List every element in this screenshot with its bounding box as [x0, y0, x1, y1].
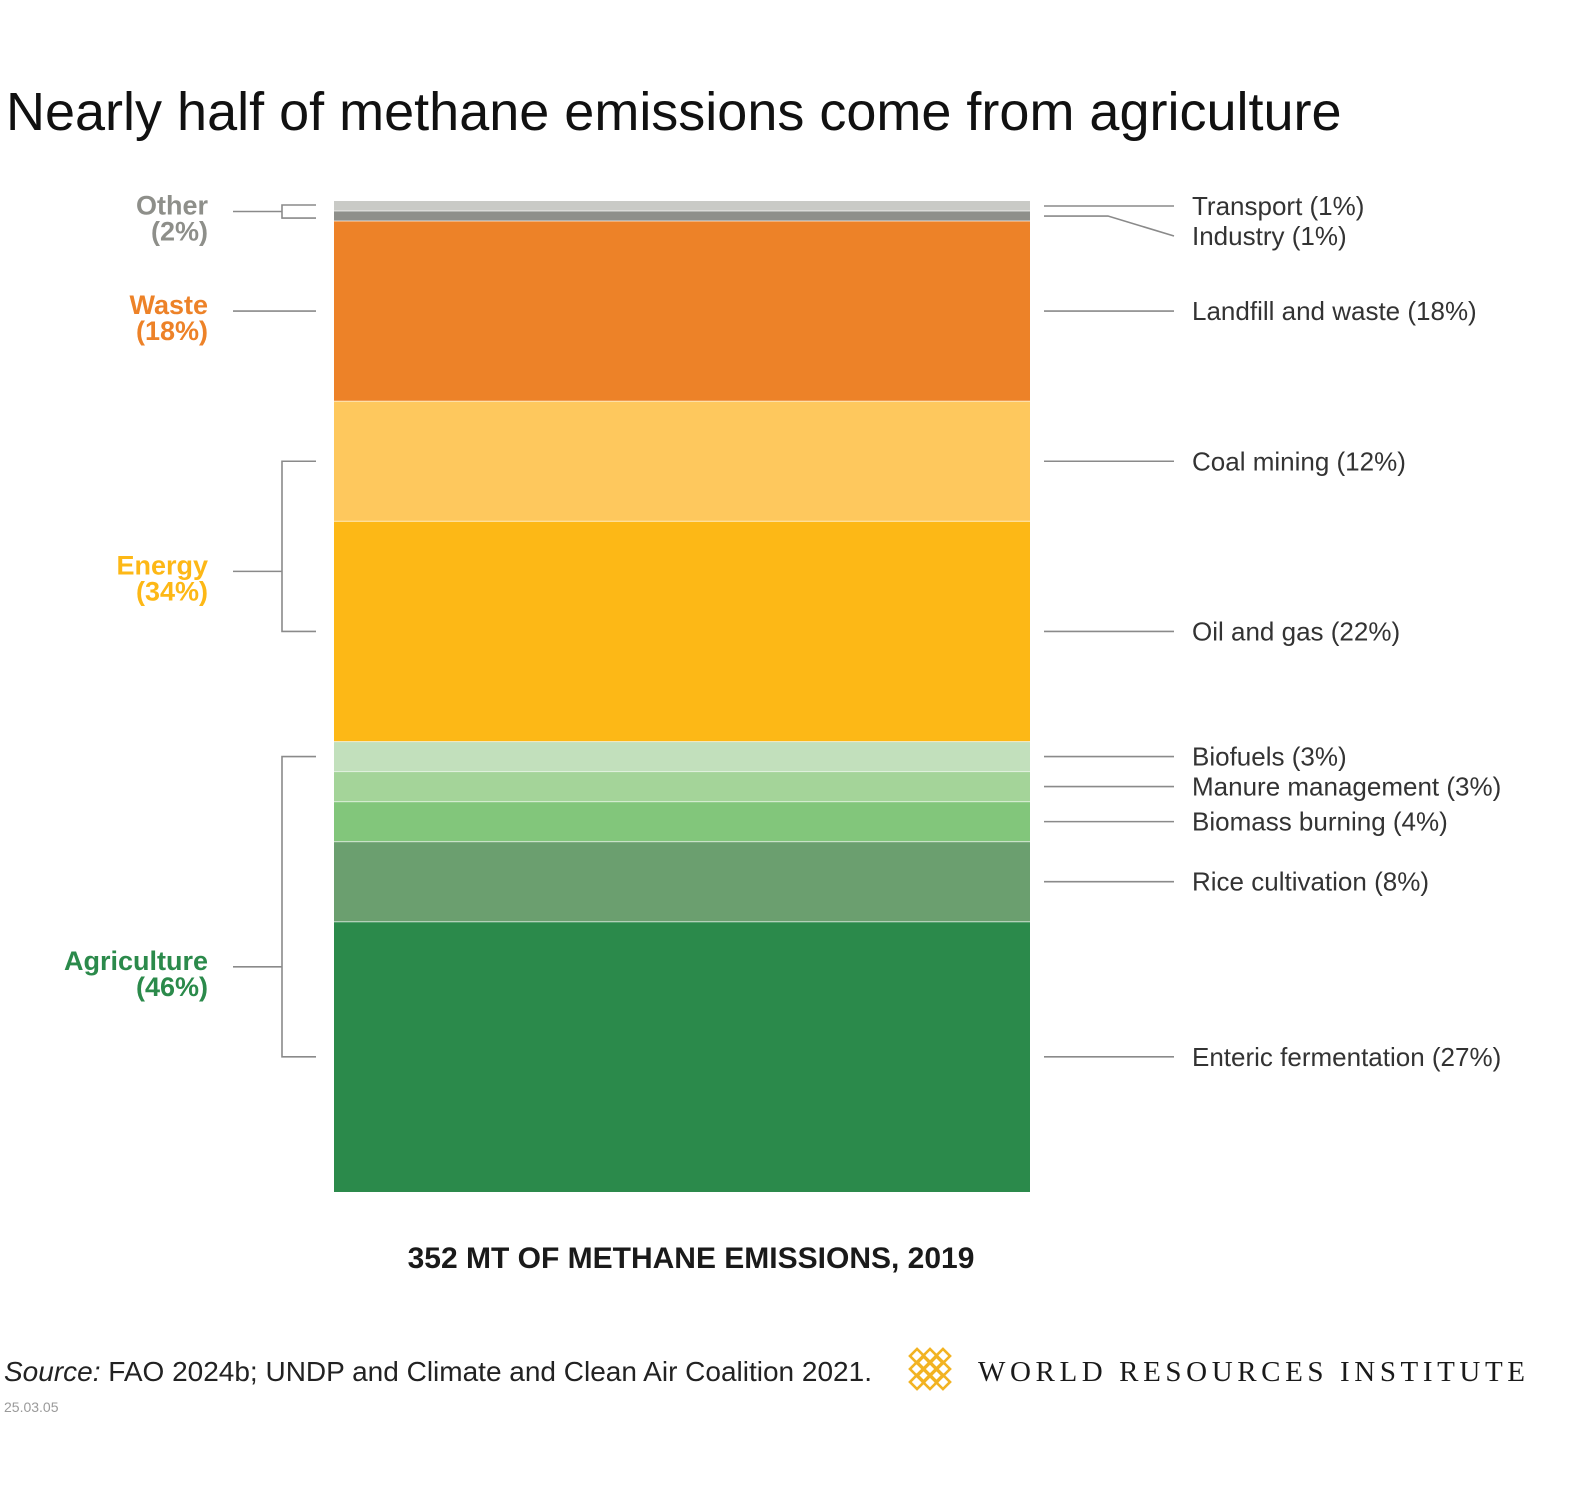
- group-label-agriculture: Agriculture: [64, 946, 208, 976]
- source-note: Source: FAO 2024b; UNDP and Climate and …: [4, 1356, 872, 1387]
- wri-logo-icon: [908, 1347, 952, 1391]
- group-labels: Other(2%) Waste(18%) Energy(34%) Agricultur…: [64, 191, 316, 1058]
- segment-label-biomass-burning: Biomass burning (4%): [1192, 807, 1448, 837]
- bar-segment-transport: [334, 201, 1030, 212]
- source-text: FAO 2024b; UNDP and Climate and Clean Ai…: [101, 1356, 872, 1387]
- bar-segment-manure-management: [334, 771, 1030, 802]
- segment-label-landfill-and-waste: Landfill and waste (18%): [1192, 296, 1477, 326]
- group-percent-waste: (18%): [136, 316, 208, 346]
- bar-segment-oil-and-gas: [334, 521, 1030, 742]
- group-label-energy: Energy: [116, 550, 208, 580]
- segment-label-enteric-fermentation: Enteric fermentation (27%): [1192, 1042, 1501, 1072]
- bar-segment-biomass-burning: [334, 801, 1030, 842]
- group-bracket-other: [281, 204, 316, 219]
- logo-tile: [934, 1373, 952, 1391]
- segment-label-rice-cultivation: Rice cultivation (8%): [1192, 867, 1429, 897]
- group-bracket-agriculture: [281, 755, 316, 1058]
- segment-label-biofuels: Biofuels (3%): [1192, 742, 1347, 772]
- bar-segment-enteric-fermentation: [334, 921, 1030, 1192]
- chart-title: Nearly half of methane emissions come fr…: [6, 82, 1342, 142]
- segment-label-manure-management: Manure management (3%): [1192, 772, 1501, 802]
- bar-segment-industry: [334, 211, 1030, 222]
- segment-label-coal-mining: Coal mining (12%): [1192, 446, 1406, 476]
- group-bracket-energy: [281, 460, 316, 633]
- bar-segment-rice-cultivation: [334, 841, 1030, 922]
- bar-segment-biofuels: [334, 741, 1030, 772]
- logo-tile: [908, 1373, 926, 1391]
- x-axis-label: 352 MT OF METHANE EMISSIONS, 2019: [408, 1242, 975, 1275]
- segment-labels: Transport (1%)Industry (1%) Landfill and …: [1044, 191, 1501, 1072]
- organization-name: WORLD RESOURCES INSTITUTE: [978, 1356, 1530, 1388]
- segment-label-industry: Industry (1%): [1192, 221, 1347, 251]
- bar-segment-coal-mining: [334, 401, 1030, 522]
- segment-label-oil-and-gas: Oil and gas (22%): [1192, 616, 1400, 646]
- logo-tile: [921, 1373, 939, 1391]
- group-label-other: Other: [136, 191, 209, 221]
- bar-segment-landfill-and-waste: [334, 221, 1030, 402]
- group-label-waste: Waste: [129, 290, 208, 320]
- source-prefix: Source:: [4, 1356, 101, 1387]
- group-percent-agriculture: (46%): [136, 972, 208, 1002]
- leader-line-industry: [1044, 215, 1175, 237]
- date-stamp: 25.03.05: [4, 1399, 59, 1415]
- group-percent-other: (2%): [151, 217, 208, 247]
- group-percent-energy: (34%): [136, 576, 208, 606]
- segment-label-transport: Transport (1%): [1192, 191, 1364, 221]
- stacked-bar: [334, 201, 1030, 1192]
